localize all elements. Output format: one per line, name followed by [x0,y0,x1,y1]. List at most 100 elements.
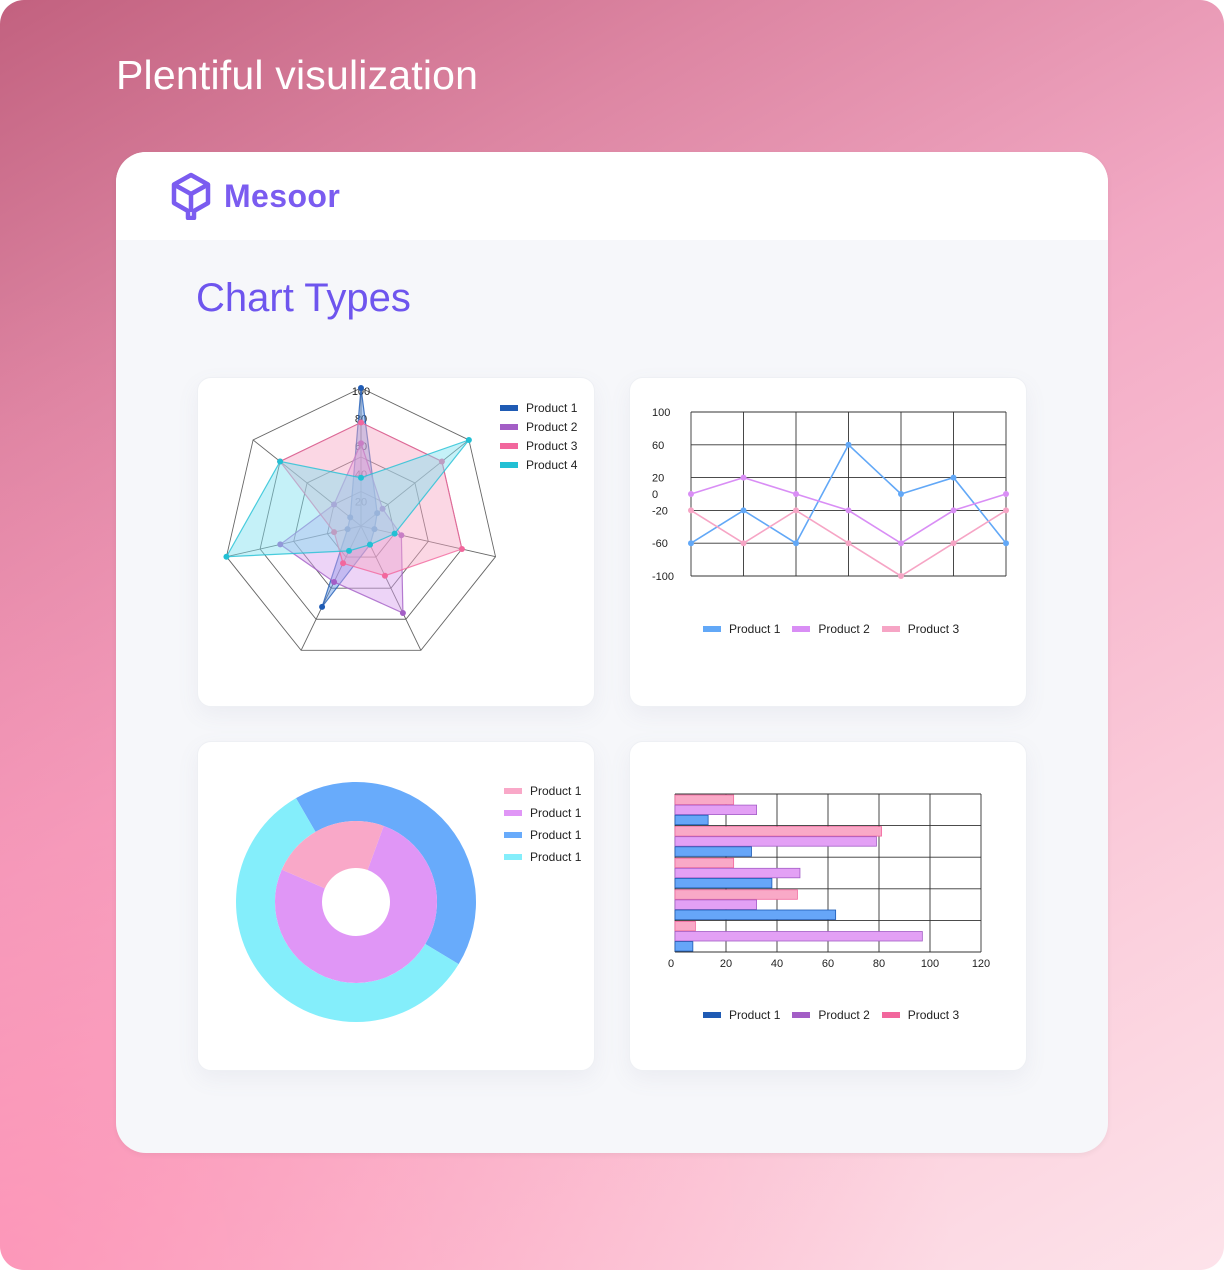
bar-rect [674,877,773,889]
bar-x-tick: 80 [873,958,885,970]
bar-rect [674,909,837,920]
bar-x-tick: 40 [771,958,783,970]
line-y-tick: -20 [652,505,668,517]
legend-item[interactable]: Product 1 [703,619,780,638]
radar-point [277,541,284,548]
radar-point [438,458,445,465]
legend-item[interactable]: Product 1 [500,398,577,417]
bar-rect [674,931,923,942]
line-point [898,540,904,547]
line-y-tick: 100 [652,407,670,419]
legend-swatch [881,1011,900,1018]
legend-label: Product 1 [530,828,582,842]
line-point [950,540,957,547]
legend-item[interactable]: Product 1 [504,802,581,824]
radar-point [399,610,406,617]
radar-point [277,458,284,465]
line-point [740,540,747,547]
radar-point [458,546,465,553]
radar-point [391,530,398,537]
legend-swatch [504,854,522,860]
legend-item[interactable]: Product 1 [703,1005,780,1024]
radar-point [366,541,373,548]
legend-item[interactable]: Product 3 [500,436,577,455]
legend-label: Product 2 [818,621,870,636]
legend-label: Product 1 [729,1007,781,1022]
donut-chart [235,782,477,1022]
legend-item[interactable]: Product 1 [504,824,581,846]
bar-chart: 0 20 40 60 80 100 120 [668,793,990,970]
line-y-tick: -60 [652,538,668,550]
line-chart-card: 100 60 20 0 -20 -60 -100 Product 1 Product 2 Pro… [629,377,1027,707]
legend-swatch [500,404,518,411]
legend-item[interactable]: Product 4 [500,455,577,474]
legend-item[interactable]: Product 2 [792,619,870,638]
donut-slice [235,798,459,1022]
radar-grid-ring [293,456,429,589]
line-point [1003,540,1009,547]
radar-point [398,532,405,539]
radar-point [331,501,338,508]
radar-point [344,526,351,533]
legend-item[interactable]: Product 1 [504,846,581,868]
bar-rect [674,836,877,847]
bar-rect [674,899,757,910]
radar-legend: Product 1 Product 2 Product 3 Product 4 [500,398,577,474]
legend-label: Product 1 [530,850,582,864]
section-title: Chart Types [196,276,411,320]
radar-point [371,526,378,533]
line-point [845,441,852,448]
bar-rect [674,826,882,837]
legend-label: Product 2 [526,419,578,434]
line-y-tick: 20 [652,473,664,485]
donut-slice [296,782,477,965]
app-header: Mesoor [116,152,1108,240]
radar-point [223,553,230,560]
donut-slice [281,821,384,889]
legend-label: Product 1 [526,400,578,415]
legend-item[interactable]: Product 3 [881,619,960,638]
line-point [688,540,694,547]
bar-rect [674,794,735,805]
line-y-tick: -100 [652,571,674,583]
line-point [845,540,852,547]
radar-point [381,572,388,579]
donut-chart-card: Product 1 Product 1 Product 1 Product 1 [197,741,595,1071]
radar-series-area [279,421,463,577]
line-point [688,491,694,497]
radar-point [331,529,338,536]
legend-item[interactable]: Product 3 [881,1005,959,1024]
radar-series-area [279,441,404,614]
legend-label: Product 3 [907,621,960,636]
bar-x-tick: 100 [921,958,939,970]
legend-swatch [703,625,721,632]
legend-item[interactable]: Product 2 [500,417,577,436]
bar-x-tick: 0 [668,958,674,970]
legend-swatch [500,423,518,430]
legend-label: Product 2 [818,1007,870,1022]
radar-point [340,560,347,567]
legend-swatch [881,625,900,632]
radar-point [465,436,472,443]
bar-chart-card: 0 20 40 60 80 100 120 Product 1 Product 2 Produc… [629,741,1027,1071]
bar-rect [674,814,709,826]
radar-point [331,578,338,585]
line-point [793,507,799,514]
bar-rect [674,846,752,857]
radar-point [319,603,326,610]
radar-point [358,474,364,481]
radar-point [358,419,364,426]
line-point [898,573,904,579]
app-window: Mesoor Chart Types 100 80 60 40 20 Product 1… [116,152,1108,1153]
line-point [740,507,747,514]
bar-x-tick: 60 [822,958,834,970]
radar-point [358,385,364,391]
donut-legend: Product 1 Product 1 Product 1 Product 1 [504,780,581,868]
legend-item[interactable]: Product 2 [792,1005,870,1024]
legend-swatch [504,788,522,794]
radar-point [358,440,364,447]
legend-item[interactable]: Product 1 [504,780,581,802]
bar-legend: Product 1 Product 2 Product 3 [703,1005,971,1024]
radar-axis-line [360,525,496,558]
